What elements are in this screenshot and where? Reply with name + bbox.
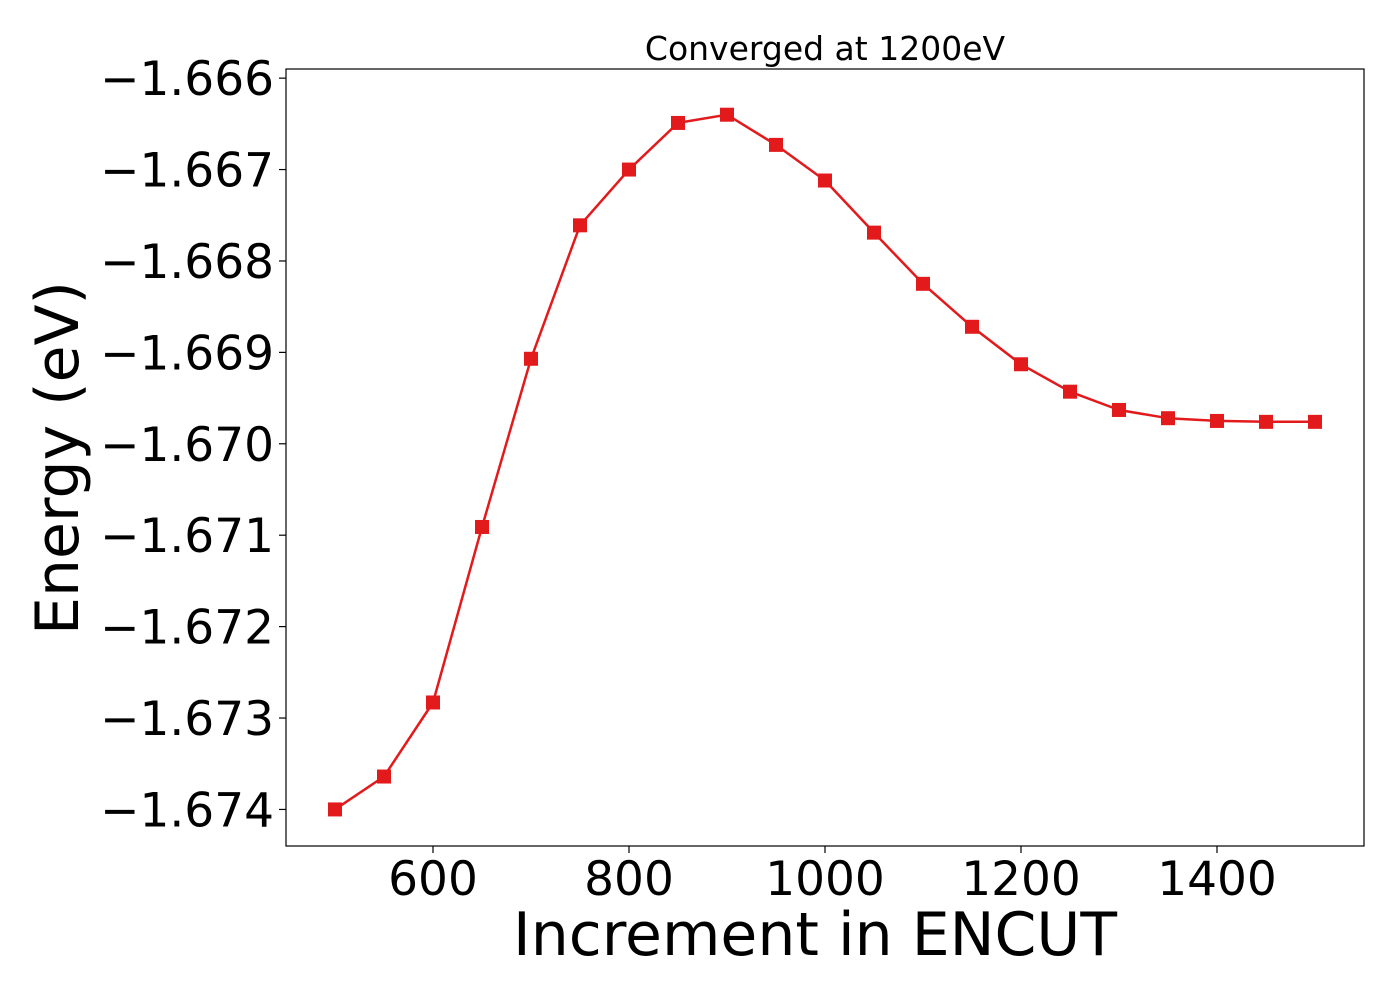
plot-area: 600 800 1000 1200 1400 −1.666 −1.667 −1.668 −1.6… xyxy=(100,52,1365,907)
y-tick-label: −1.674 xyxy=(100,783,274,838)
data-point xyxy=(524,351,538,366)
x-tick-label: 600 xyxy=(388,852,478,907)
y-axis-label: Energy (eV) xyxy=(23,281,93,635)
data-point xyxy=(965,319,979,334)
data-point xyxy=(328,802,342,817)
y-tick-label: −1.668 xyxy=(100,235,274,290)
data-point xyxy=(1259,414,1273,429)
data-point xyxy=(720,107,734,122)
y-tick-label: −1.667 xyxy=(100,144,274,199)
x-tick-label: 800 xyxy=(584,852,674,907)
series-line xyxy=(334,113,1315,811)
data-point xyxy=(377,769,391,784)
data-point xyxy=(1308,414,1322,429)
data-point xyxy=(622,162,636,177)
data-point xyxy=(1112,402,1126,417)
y-tick-label: −1.673 xyxy=(100,692,274,747)
data-point xyxy=(426,695,440,710)
chart-title: Converged at 1200eV xyxy=(645,29,1006,68)
x-tick-label: 1200 xyxy=(961,852,1081,907)
data-point xyxy=(1161,411,1175,426)
y-tick-label: −1.672 xyxy=(100,601,274,656)
data-point xyxy=(1210,413,1224,428)
data-point xyxy=(867,225,881,240)
data-point xyxy=(916,276,930,291)
x-tick-label: 1400 xyxy=(1157,852,1277,907)
data-point xyxy=(671,115,685,130)
data-point xyxy=(818,173,832,188)
data-point xyxy=(475,519,489,534)
data-point xyxy=(1014,357,1028,372)
data-point xyxy=(573,218,587,233)
y-tick-label: −1.671 xyxy=(100,509,274,564)
y-tick-label: −1.669 xyxy=(100,326,274,381)
y-tick-label: −1.670 xyxy=(100,418,274,473)
x-axis-label: Increment in ENCUT xyxy=(513,900,1117,970)
x-tick-label: 1000 xyxy=(765,852,885,907)
data-point xyxy=(769,137,783,152)
data-point xyxy=(1063,384,1077,399)
y-tick-label: −1.666 xyxy=(100,52,274,107)
